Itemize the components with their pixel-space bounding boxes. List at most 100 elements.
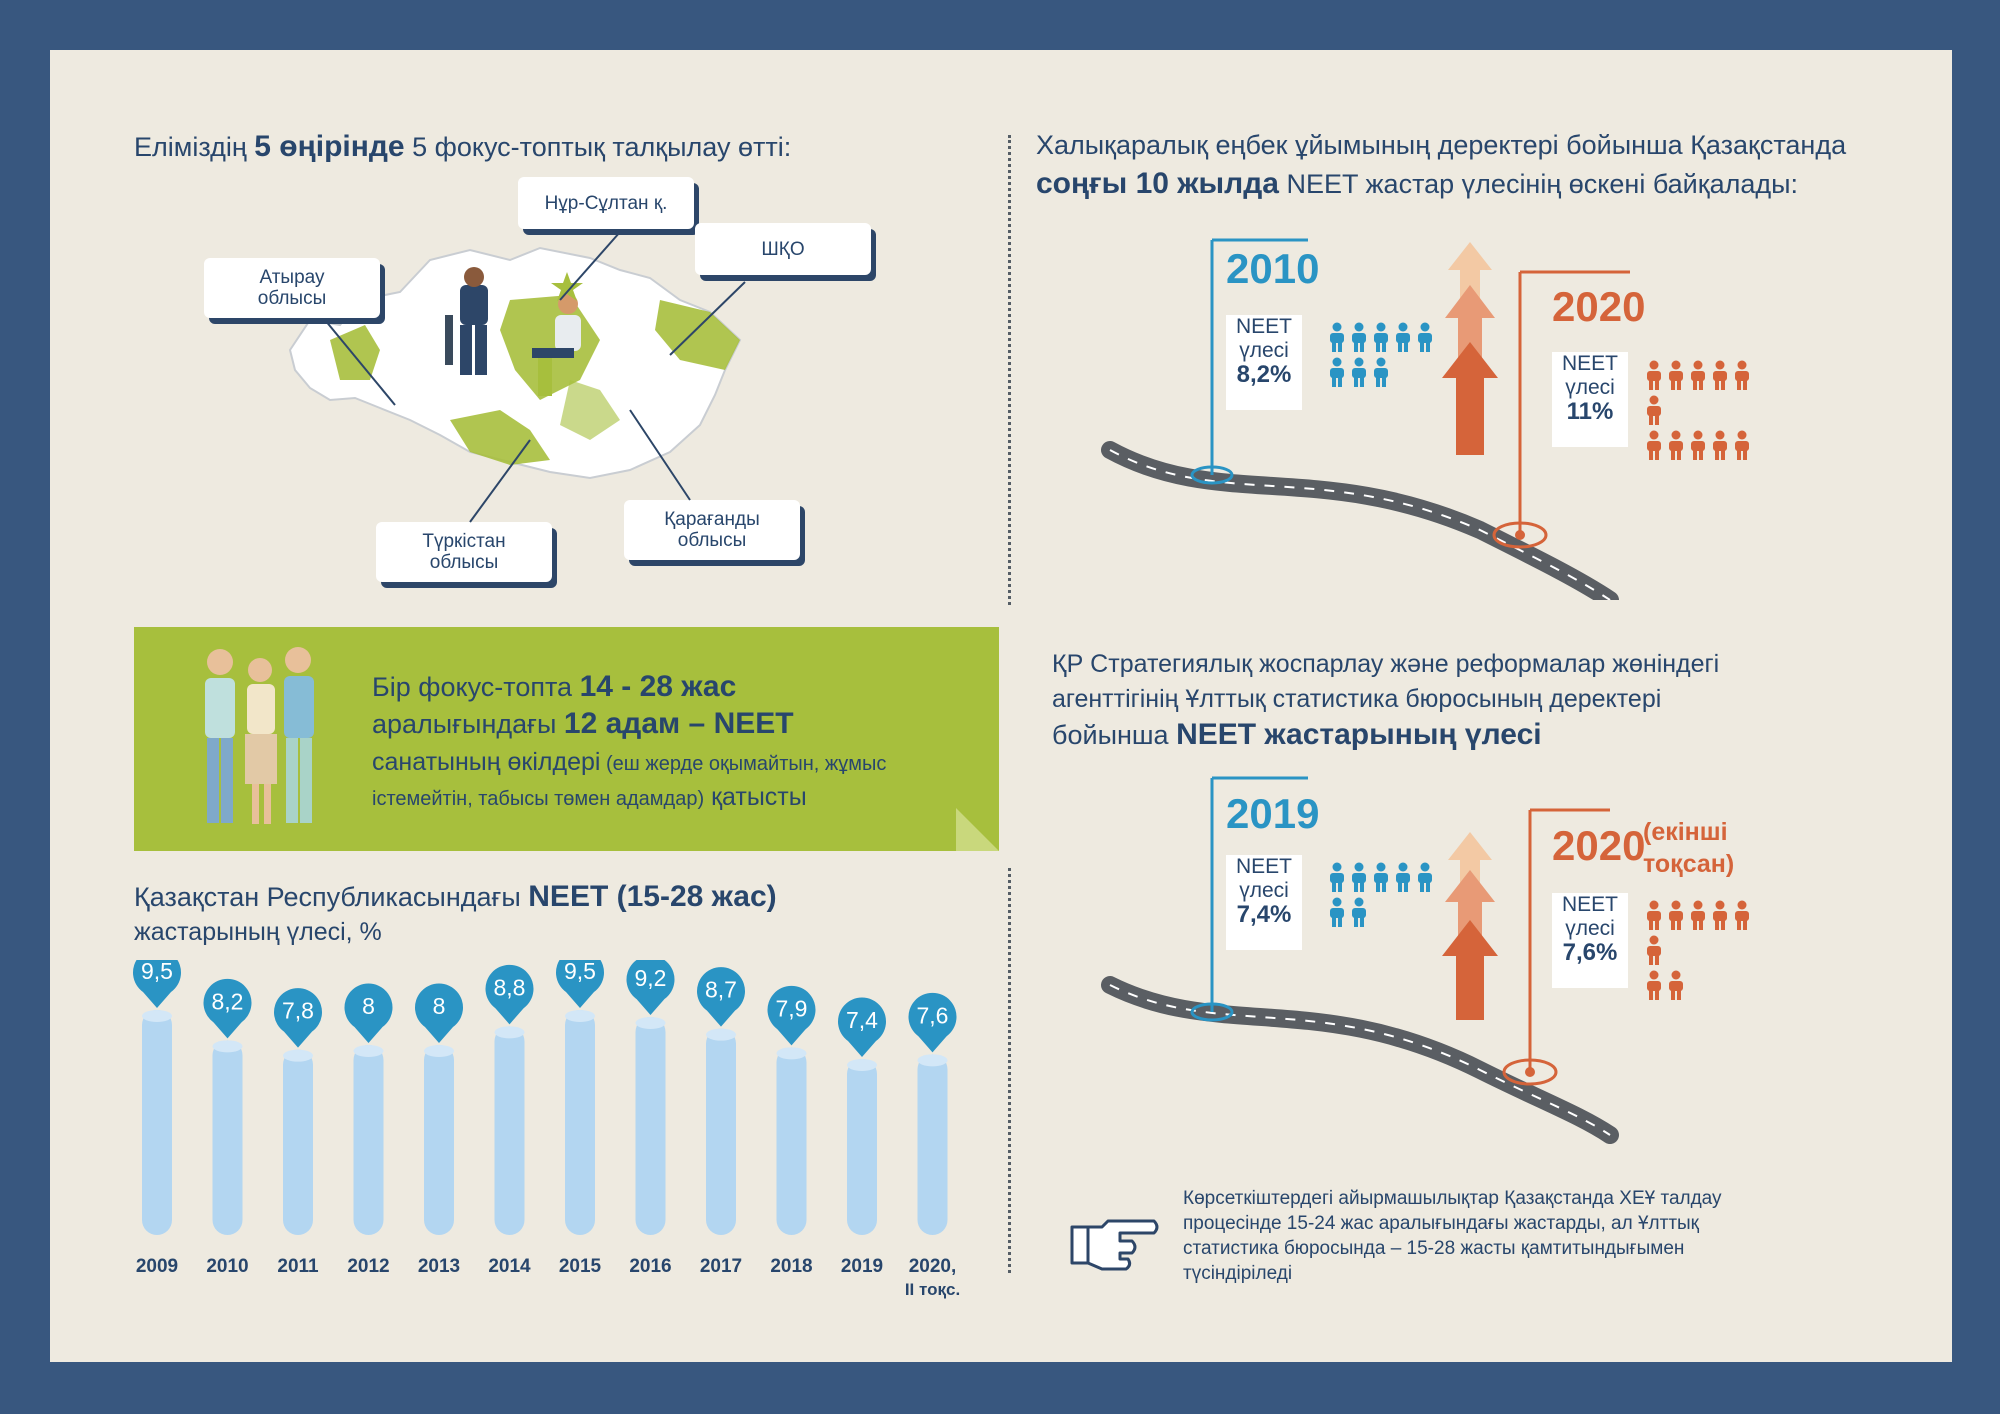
bar-2020 [917,1054,948,1235]
category-label: 2016 [629,1256,671,1277]
category-label: 2020, [909,1256,957,1277]
bar-2012 [353,1045,384,1235]
bar-cap [847,1059,877,1071]
person-icon [1647,970,1661,1000]
callout-atyrau: Атырау облысы [204,258,380,318]
value-pin [485,964,534,1025]
value-pin [203,978,252,1039]
data-label: 8 [362,993,375,1019]
group-line-1: Бір фокус-топта 14 - 28 жас [372,670,737,703]
person-icon [1669,900,1683,930]
bar-2017 [706,1028,736,1235]
data-label: 7,4 [846,1007,878,1033]
person-icon [1330,357,1344,387]
person-icon [1647,935,1661,965]
data-label: 9,5 [141,960,173,984]
callout-turkistan: Түркістан облысы [376,522,552,582]
bar-cap [212,1040,243,1053]
person-icon [1735,430,1749,460]
bar-2009 [142,1010,172,1235]
bar-cap [635,1017,666,1029]
stat-2020-note-2: тоқсан) [1643,850,1735,878]
bar-2011 [283,1049,313,1235]
person-icon [1669,970,1683,1000]
person-icon [1691,360,1705,390]
ilo-2020-box: NEET үлесі 11% [1552,352,1628,447]
bar-2015 [565,1010,595,1235]
ilo-2010-people [1328,322,1438,392]
stat-2019-box: NEET үлесі 7,4% [1226,855,1302,950]
person-icon [1713,900,1727,930]
stat-2020-box: NEET үлесі 7,6% [1552,893,1628,988]
person-icon [1669,360,1683,390]
person-icon [1735,900,1749,930]
value-pin [697,967,745,1027]
category-label: 2019 [841,1256,883,1277]
category-label: 2017 [700,1256,742,1277]
data-label: 8,7 [705,977,737,1003]
data-label: 8 [433,993,446,1019]
person-icon [1713,430,1727,460]
person-icon [1669,430,1683,460]
bar-2018 [776,1047,807,1235]
stat-year-2020: 2020 [1552,822,1646,869]
ilo-2020-people [1645,360,1775,465]
person-icon [1396,322,1410,352]
bar-cap [424,1045,454,1057]
stat-line-1: ҚР Стратегиялық жоспарлау және реформала… [1052,650,1720,678]
person-icon [1352,322,1366,352]
data-label: 9,2 [635,965,667,991]
person-icon [1374,322,1388,352]
value-pin [626,960,675,1015]
stat-2019-people [1328,862,1438,932]
value-pin [838,997,886,1057]
ilo-2010-box: NEET үлесі 8,2% [1226,315,1302,410]
group-line-4: істемейтін, табысы төмен адамдар) қатыст… [372,783,807,811]
bar-2013 [424,1045,454,1235]
banner-fold [956,808,999,851]
data-label: 9,5 [564,960,596,984]
value-pin [344,983,393,1043]
value-pin [556,960,604,1008]
callout-pointers [324,231,746,523]
callout-karaganda: Қарағанды облысы [624,500,800,560]
bar-cap [142,1010,172,1022]
divider-upper [1008,135,1011,605]
value-pin [133,960,181,1008]
person-icon [1330,862,1344,892]
bar-2016 [635,1017,666,1235]
footnote: Көрсеткіштердегі айырмашылықтар Қазақста… [1183,1188,1722,1284]
stat-line-3: бойынша NEET жастарының үлесі [1052,718,1542,751]
data-label: 8,8 [494,974,526,1000]
category-label: 2012 [347,1256,389,1277]
kazakhstan-map [288,246,742,480]
category-label-extra: II тоқс. [905,1280,960,1299]
value-pin [274,988,322,1048]
group-line-2: аралығындағы 12 адам – NEET [372,707,794,740]
person-icon [1418,862,1432,892]
value-pin [767,985,816,1046]
value-pin [415,983,464,1043]
stat-year-2019: 2019 [1226,790,1320,837]
person-icon [1647,430,1661,460]
person-icon [1352,897,1366,927]
data-label: 7,9 [776,995,808,1021]
person-icon [1647,900,1661,930]
data-label: 7,6 [917,1002,949,1028]
bar-cap [283,1049,313,1062]
ilo-line-1: Халықаралық еңбек ұйымының деректері бой… [1036,130,1847,160]
focus-title: Еліміздің 5 өңірінде 5 фокус-топтық талқ… [134,130,792,163]
person-icon [1374,862,1388,892]
stat-line-2: агенттігінің Ұлттық статистика бюросының… [1052,685,1662,713]
divider-lower [1008,868,1011,1273]
callout-nur-sultan: Нұр-Сұлтан қ. [518,177,694,229]
person-icon [1647,360,1661,390]
neet-bar-chart: 9,5 2009 8,2 2010 7,8 2011 8 2012 8 2013 8,8 2014 9,… [133,960,960,1299]
person-icon [1396,862,1410,892]
category-label: 2013 [418,1256,460,1277]
data-label: 8,2 [212,988,244,1014]
person-icon [1691,430,1705,460]
person-icon [1735,360,1749,390]
person-icon [1418,322,1432,352]
category-label: 2011 [277,1256,319,1277]
